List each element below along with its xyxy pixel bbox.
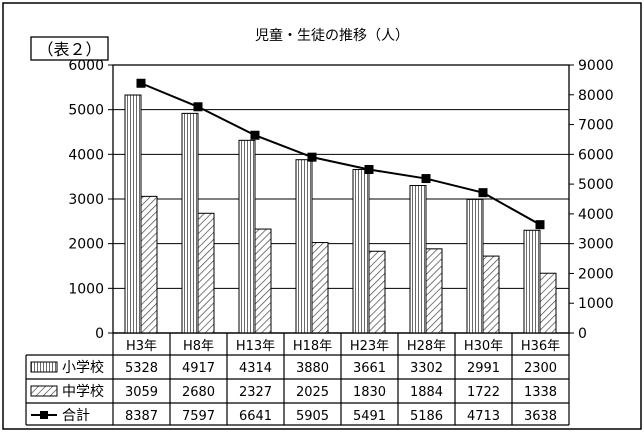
table-value: 2025 [296,385,329,400]
y-right-tick-label: 1000 [578,296,614,312]
x-category-label: H13年 [236,339,275,354]
total-point [421,174,431,184]
y-right-tick-label: 9000 [578,58,614,74]
bar-elementary [295,159,313,334]
bar-junior-high [140,195,158,334]
table-label: （表２） [37,40,101,59]
bar-junior-high [539,272,557,334]
total-series-line [140,82,541,226]
total-point [136,78,146,88]
table-label-box [30,36,109,61]
table-value: 3302 [410,361,443,376]
table-value: 3638 [524,409,557,424]
legend-key-junior-high [30,385,58,397]
table-value: 5328 [125,361,158,376]
y-left-tick-label: 2000 [68,237,104,253]
x-category-label: H8年 [183,339,214,354]
table-value: 4314 [239,361,272,376]
table-value: 5905 [296,409,329,424]
table-value: 2327 [239,385,272,400]
total-point [478,188,488,198]
bar-elementary [238,139,256,334]
y-left-tick-label: 4000 [68,147,104,163]
legend-key-elementary [30,361,58,373]
y-right-tick-label: 6000 [578,147,614,163]
y-left-tick-label: 0 [95,326,104,342]
bar-junior-high [197,212,215,334]
table-value: 2991 [467,361,500,376]
table-value: 1338 [524,385,557,400]
y-axis-right: 0 1000 2000 3000 4000 5000 6000 7000 8000 9000 [569,58,614,342]
y-right-tick-label: 5000 [578,177,614,193]
y-right-tick-label: 7000 [578,118,614,134]
total-point [193,102,203,112]
table-value: 6641 [239,409,272,424]
y-axis-left: 0 1000 2000 3000 4000 5000 6000 [68,58,113,342]
table-value: 3661 [353,361,386,376]
bar-junior-high [311,242,329,334]
series-name: 合計 [62,408,90,424]
table-value: 2680 [182,385,215,400]
total-line [136,78,545,230]
table-value: 4713 [467,409,500,424]
y-left-tick-label: 1000 [68,281,104,297]
x-category-label: H23年 [350,339,389,354]
x-category-label: H18年 [293,339,332,354]
chart-title: 児童・生徒の推移（人） [255,27,409,44]
total-point [307,152,317,162]
table-value: 7597 [182,409,215,424]
series-name: 小学校 [62,359,104,376]
table-value: 1830 [353,385,386,400]
x-category-label: H36年 [521,339,560,354]
x-category-label: H28年 [407,339,446,354]
bar-elementary [181,112,199,334]
bar-elementary [352,168,370,334]
y-left-tick-label: 3000 [68,192,104,208]
y-left-tick-label: 6000 [68,58,104,74]
table-value: 1722 [467,385,500,400]
table-value: 3059 [125,385,158,400]
table-value: 4917 [182,361,215,376]
bar-elementary [523,229,541,334]
y-left-tick-label: 5000 [68,103,104,119]
bars [124,94,557,334]
table-value: 5491 [353,409,386,424]
table-value: 2300 [524,361,557,376]
bar-elementary [409,185,427,334]
y-right-tick-label: 3000 [578,237,614,253]
bar-junior-high [425,248,443,334]
total-point [364,164,374,174]
total-point [250,130,260,140]
y-right-tick-label: 4000 [578,207,614,223]
table-value: 5186 [410,409,443,424]
legend-key-total-marker [40,411,48,419]
total-point [535,220,545,230]
y-right-tick-label: 8000 [578,88,614,104]
table-value: 1884 [410,385,443,400]
y-right-tick-label: 2000 [578,266,614,282]
table-value: 3880 [296,361,329,376]
bar-junior-high [254,228,272,334]
x-category-label: H3年 [126,339,157,354]
table-value: 8387 [125,409,158,424]
series-name: 中学校 [62,383,104,400]
bar-junior-high [368,250,386,334]
bar-elementary [124,94,142,334]
x-category-label: H30年 [464,339,503,354]
y-right-tick-label: 0 [578,326,587,342]
bar-elementary [466,198,484,334]
bar-junior-high [482,255,500,334]
